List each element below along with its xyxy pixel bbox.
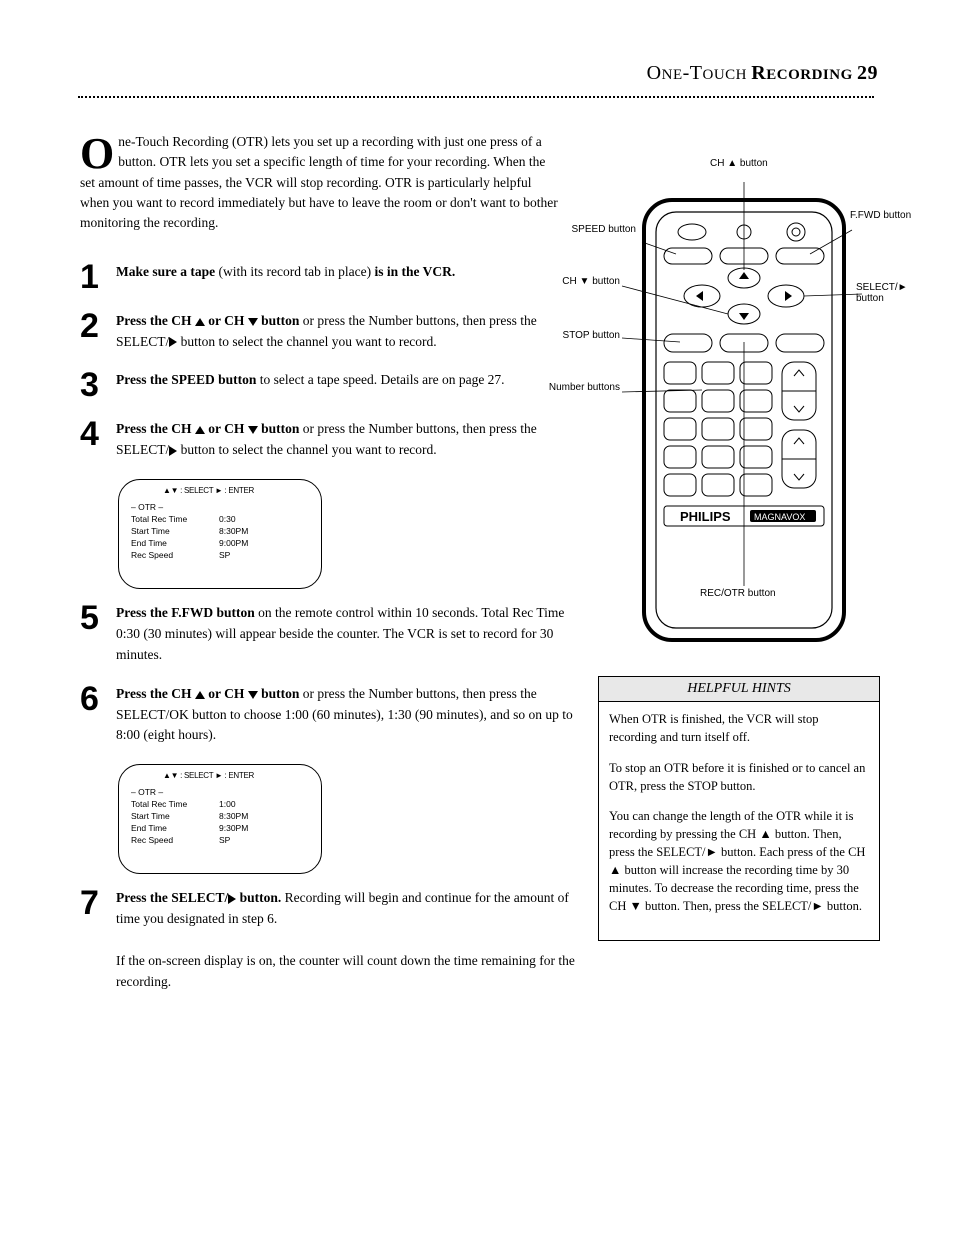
step-number: 2 bbox=[80, 311, 106, 353]
step-1: 1 Make sure a tape (with its record tab … bbox=[80, 262, 580, 293]
screen-legend-enter: ► : ENTER bbox=[215, 486, 254, 495]
up-icon bbox=[195, 318, 205, 326]
callout-ch-down: CH ▼ button bbox=[540, 276, 620, 287]
step-number: 1 bbox=[80, 262, 106, 293]
screen-row: End Time9:00PM bbox=[131, 538, 309, 548]
callout-ffwd: F.FWD button bbox=[850, 210, 920, 221]
callout-stop: STOP button bbox=[548, 330, 620, 341]
intro-text: ne-Touch Recording (OTR) lets you set up… bbox=[80, 134, 558, 230]
remote-diagram: PHILIPS MAGNAVOX CH ▲ button SPEED butto… bbox=[604, 182, 884, 658]
callout-ch-up: CH ▲ button bbox=[710, 158, 768, 169]
step-body: Press the SELECT/ button. Recording will… bbox=[116, 888, 580, 993]
remote-svg: PHILIPS MAGNAVOX bbox=[604, 182, 884, 658]
header-title: ONE-TOUCH RECORDING 29 bbox=[647, 62, 878, 84]
hints-p3: You can change the length of the OTR whi… bbox=[609, 807, 869, 916]
right-icon bbox=[228, 894, 236, 904]
screen-section: – OTR – bbox=[131, 787, 309, 797]
callout-speed: SPEED button bbox=[556, 224, 636, 235]
down-icon bbox=[248, 691, 258, 699]
screen-row: Start Time8:30PM bbox=[131, 526, 309, 536]
steps-column: 1 Make sure a tape (with its record tab … bbox=[80, 262, 580, 1011]
step-number: 4 bbox=[80, 419, 106, 461]
page-header: ONE-TOUCH RECORDING 29 bbox=[647, 62, 878, 85]
hints-body: When OTR is finished, the VCR will stop … bbox=[599, 702, 879, 939]
right-icon bbox=[169, 446, 177, 456]
screen-row: Total Rec Time1:00 bbox=[131, 799, 309, 809]
right-icon bbox=[169, 337, 177, 347]
step-body: Press the CH or CH button or press the N… bbox=[116, 419, 580, 461]
remote-subbrand: MAGNAVOX bbox=[754, 512, 805, 522]
screen-display-2: ▲▼ : SELECT ► : ENTER – OTR – Total Rec … bbox=[118, 764, 322, 874]
screen-row: Rec SpeedSP bbox=[131, 550, 309, 560]
screen-section: – OTR – bbox=[131, 502, 309, 512]
screen-legend-select: ▲▼ : SELECT bbox=[163, 771, 213, 780]
dropcap: O bbox=[80, 132, 118, 171]
up-icon bbox=[195, 691, 205, 699]
callout-numbers: Number buttons bbox=[544, 382, 620, 393]
step-body: Press the CH or CH button or press the N… bbox=[116, 311, 580, 353]
down-icon bbox=[248, 318, 258, 326]
step-4: 4 Press the CH or CH button or press the… bbox=[80, 419, 580, 461]
step-body: Press the F.FWD button on the remote con… bbox=[116, 603, 580, 666]
step-number: 3 bbox=[80, 370, 106, 401]
step-number: 6 bbox=[80, 684, 106, 747]
helpful-hints-box: HELPFUL HINTS When OTR is finished, the … bbox=[598, 676, 880, 941]
step-6: 6 Press the CH or CH button or press the… bbox=[80, 684, 580, 747]
step-body: Press the CH or CH button or press the N… bbox=[116, 684, 580, 747]
screen-legend-select: ▲▼ : SELECT bbox=[163, 486, 213, 495]
step-3: 3 Press the SPEED button to select a tap… bbox=[80, 370, 580, 401]
hints-header: HELPFUL HINTS bbox=[599, 677, 879, 702]
step-number: 5 bbox=[80, 603, 106, 666]
callout-select: SELECT/► button bbox=[856, 282, 926, 304]
screen-row: End Time9:30PM bbox=[131, 823, 309, 833]
intro-paragraph: O ne-Touch Recording (OTR) lets you set … bbox=[80, 132, 560, 233]
screen-legend-enter: ► : ENTER bbox=[215, 771, 254, 780]
screen-row: Rec SpeedSP bbox=[131, 835, 309, 845]
hints-p2: To stop an OTR before it is finished or … bbox=[609, 759, 869, 795]
remote-brand: PHILIPS bbox=[680, 509, 731, 524]
screen-row: Start Time8:30PM bbox=[131, 811, 309, 821]
screen-row: Total Rec Time0:30 bbox=[131, 514, 309, 524]
step-5: 5 Press the F.FWD button on the remote c… bbox=[80, 603, 580, 666]
hints-p1: When OTR is finished, the VCR will stop … bbox=[609, 710, 869, 746]
step-body: Press the SPEED button to select a tape … bbox=[116, 370, 580, 401]
step-2: 2 Press the CH or CH button or press the… bbox=[80, 311, 580, 353]
callout-record: REC/OTR button bbox=[700, 588, 800, 599]
dotted-rule bbox=[78, 96, 874, 98]
down-icon bbox=[248, 426, 258, 434]
step-number: 7 bbox=[80, 888, 106, 993]
up-icon bbox=[195, 426, 205, 434]
screen-display-1: ▲▼ : SELECT ► : ENTER – OTR – Total Rec … bbox=[118, 479, 322, 589]
step-7: 7 Press the SELECT/ button. Recording wi… bbox=[80, 888, 580, 993]
step-body: Make sure a tape (with its record tab in… bbox=[116, 262, 580, 293]
